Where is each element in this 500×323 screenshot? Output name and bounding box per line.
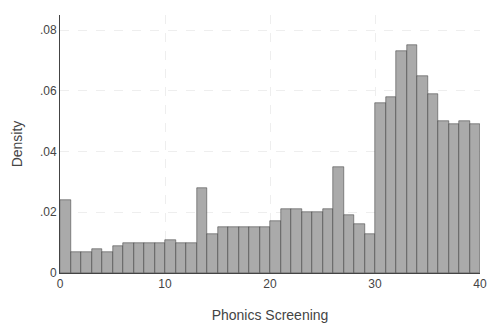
- svg-text:Density: Density: [9, 121, 25, 168]
- svg-text:40: 40: [473, 277, 487, 291]
- svg-text:0: 0: [57, 277, 64, 291]
- svg-text:.08: .08: [40, 23, 57, 37]
- svg-text:.02: .02: [40, 205, 57, 219]
- svg-text:Phonics Screening: Phonics Screening: [212, 307, 329, 323]
- svg-text:10: 10: [158, 277, 172, 291]
- svg-text:.04: .04: [40, 145, 57, 159]
- svg-text:0: 0: [50, 266, 57, 280]
- svg-text:.06: .06: [40, 84, 57, 98]
- svg-text:30: 30: [368, 277, 382, 291]
- svg-text:20: 20: [263, 277, 277, 291]
